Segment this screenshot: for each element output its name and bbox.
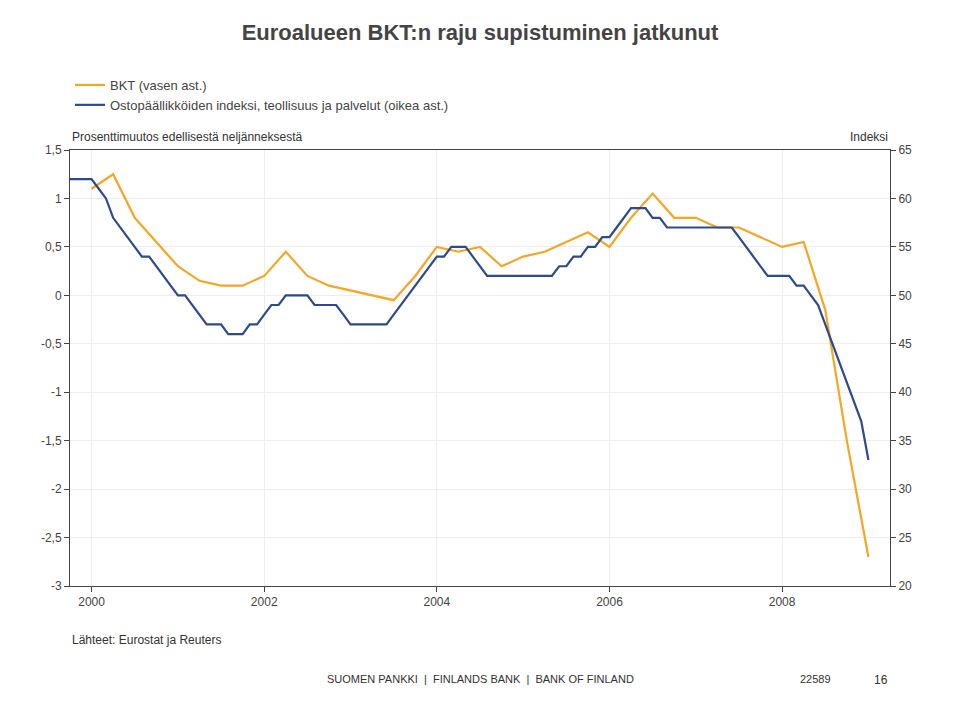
svg-text:2002: 2002 [251, 595, 278, 609]
svg-text:-1: -1 [51, 385, 62, 399]
svg-text:0: 0 [55, 289, 62, 303]
svg-text:22589: 22589 [800, 673, 831, 685]
svg-text:Euroalueen BKT:n raju supistum: Euroalueen BKT:n raju supistuminen jatku… [242, 20, 719, 45]
svg-text:60: 60 [898, 192, 912, 206]
svg-text:0,5: 0,5 [45, 240, 62, 254]
svg-text:Ostopäällikköiden indeksi, teo: Ostopäällikköiden indeksi, teollisuus ja… [110, 98, 448, 113]
svg-text:16: 16 [874, 673, 888, 687]
svg-text:1,5: 1,5 [45, 143, 62, 157]
svg-text:25: 25 [898, 531, 912, 545]
svg-text:-2: -2 [51, 482, 62, 496]
svg-text:50: 50 [898, 289, 912, 303]
svg-text:65: 65 [898, 143, 912, 157]
svg-text:2000: 2000 [78, 595, 105, 609]
svg-text:-3: -3 [51, 579, 62, 593]
svg-text:2004: 2004 [423, 595, 450, 609]
svg-text:20: 20 [898, 579, 912, 593]
svg-text:1: 1 [55, 192, 62, 206]
svg-text:Indeksi: Indeksi [850, 130, 888, 144]
svg-text:BKT (vasen ast.): BKT (vasen ast.) [110, 78, 207, 93]
svg-text:30: 30 [898, 482, 912, 496]
svg-text:2006: 2006 [596, 595, 623, 609]
svg-text:35: 35 [898, 434, 912, 448]
svg-text:-1,5: -1,5 [41, 434, 62, 448]
svg-text:Lähteet: Eurostat ja Reuters: Lähteet: Eurostat ja Reuters [72, 633, 221, 647]
svg-text:55: 55 [898, 240, 912, 254]
svg-text:Prosenttimuutos edellisestä ne: Prosenttimuutos edellisestä neljännekses… [72, 130, 302, 144]
svg-text:SUOMEN PANKKI | FINLANDS BAN: SUOMEN PANKKI | FINLANDS BANK | BANK OF … [327, 673, 634, 685]
svg-text:40: 40 [898, 385, 912, 399]
svg-text:-0,5: -0,5 [41, 337, 62, 351]
svg-text:-2,5: -2,5 [41, 531, 62, 545]
svg-text:2008: 2008 [769, 595, 796, 609]
svg-text:45: 45 [898, 337, 912, 351]
